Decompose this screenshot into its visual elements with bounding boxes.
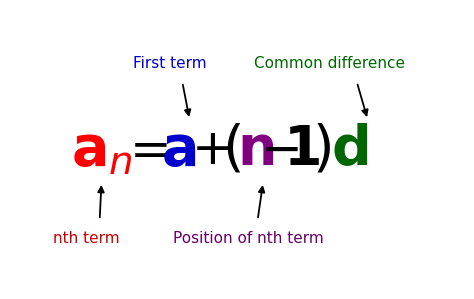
Text: $($: $($ [221, 123, 241, 177]
Text: Common difference: Common difference [254, 56, 405, 71]
Text: $\mathit{\mathbf{a}}$: $\mathit{\mathbf{a}}$ [161, 123, 196, 177]
Text: $=$: $=$ [119, 126, 168, 174]
Text: $\mathit{\mathbf{a}}_{n}$: $\mathit{\mathbf{a}}_{n}$ [71, 123, 133, 177]
Text: $\mathit{\mathbf{n}}$: $\mathit{\mathbf{n}}$ [237, 123, 274, 177]
Text: First term: First term [133, 56, 206, 71]
Text: $+$: $+$ [191, 126, 229, 174]
Text: nth term: nth term [54, 231, 120, 246]
Text: $-$: $-$ [260, 126, 299, 174]
Text: $\mathbf{1}$: $\mathbf{1}$ [283, 123, 320, 177]
Text: $)$: $)$ [312, 123, 331, 177]
Text: $\mathit{\mathbf{d}}$: $\mathit{\mathbf{d}}$ [331, 123, 368, 177]
Text: Position of nth term: Position of nth term [173, 231, 324, 246]
